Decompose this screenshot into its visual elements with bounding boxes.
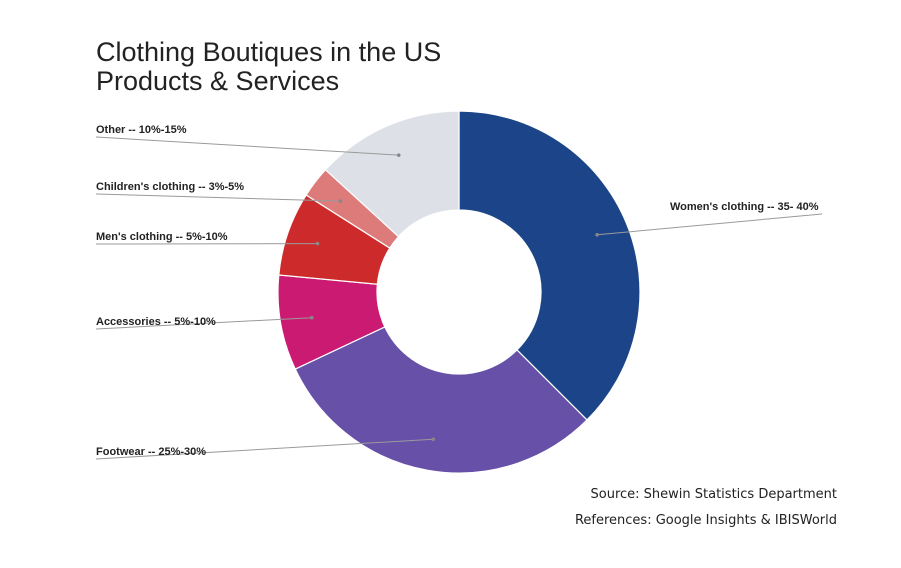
- leader-line-0: [597, 213, 823, 236]
- slice-label-4: Children's clothing -- 3%-5%: [96, 181, 244, 193]
- slice-label-0: Women's clothing -- 35- 40%: [670, 201, 819, 213]
- leader-line-4: [95, 193, 341, 202]
- leader-line-1: [95, 438, 434, 460]
- slice-label-5: Other -- 10%-15%: [96, 124, 187, 136]
- slice-label-2: Accessories -- 5%-10%: [96, 316, 216, 328]
- source-note: Source: Shewin Statistics Department: [590, 487, 838, 502]
- leader-dot-1: [431, 437, 436, 442]
- leader-line-2: [95, 317, 312, 330]
- chart-title-line-1: Clothing Boutiques in the US: [96, 37, 442, 67]
- references-note: References: Google Insights & IBISWorld: [574, 513, 837, 528]
- leader-dot-3: [315, 241, 320, 246]
- slice-label-3: Men's clothing -- 5%-10%: [96, 231, 228, 243]
- leader-dot-4: [338, 199, 343, 203]
- donut-slice-5: [324, 110, 460, 238]
- donut-slice-1: [294, 326, 588, 474]
- slice-label-1: Footwear -- 25%-30%: [96, 446, 206, 458]
- leader-dot-5: [396, 153, 401, 157]
- chart-title-line-2: Products & Services: [96, 66, 340, 96]
- leader-dot-0: [595, 232, 599, 237]
- chart-title: Clothing Boutiques in the US Products & …: [96, 38, 441, 96]
- leader-line-5: [95, 136, 399, 156]
- donut-slice-0: [458, 110, 641, 421]
- leader-dot-2: [309, 315, 314, 320]
